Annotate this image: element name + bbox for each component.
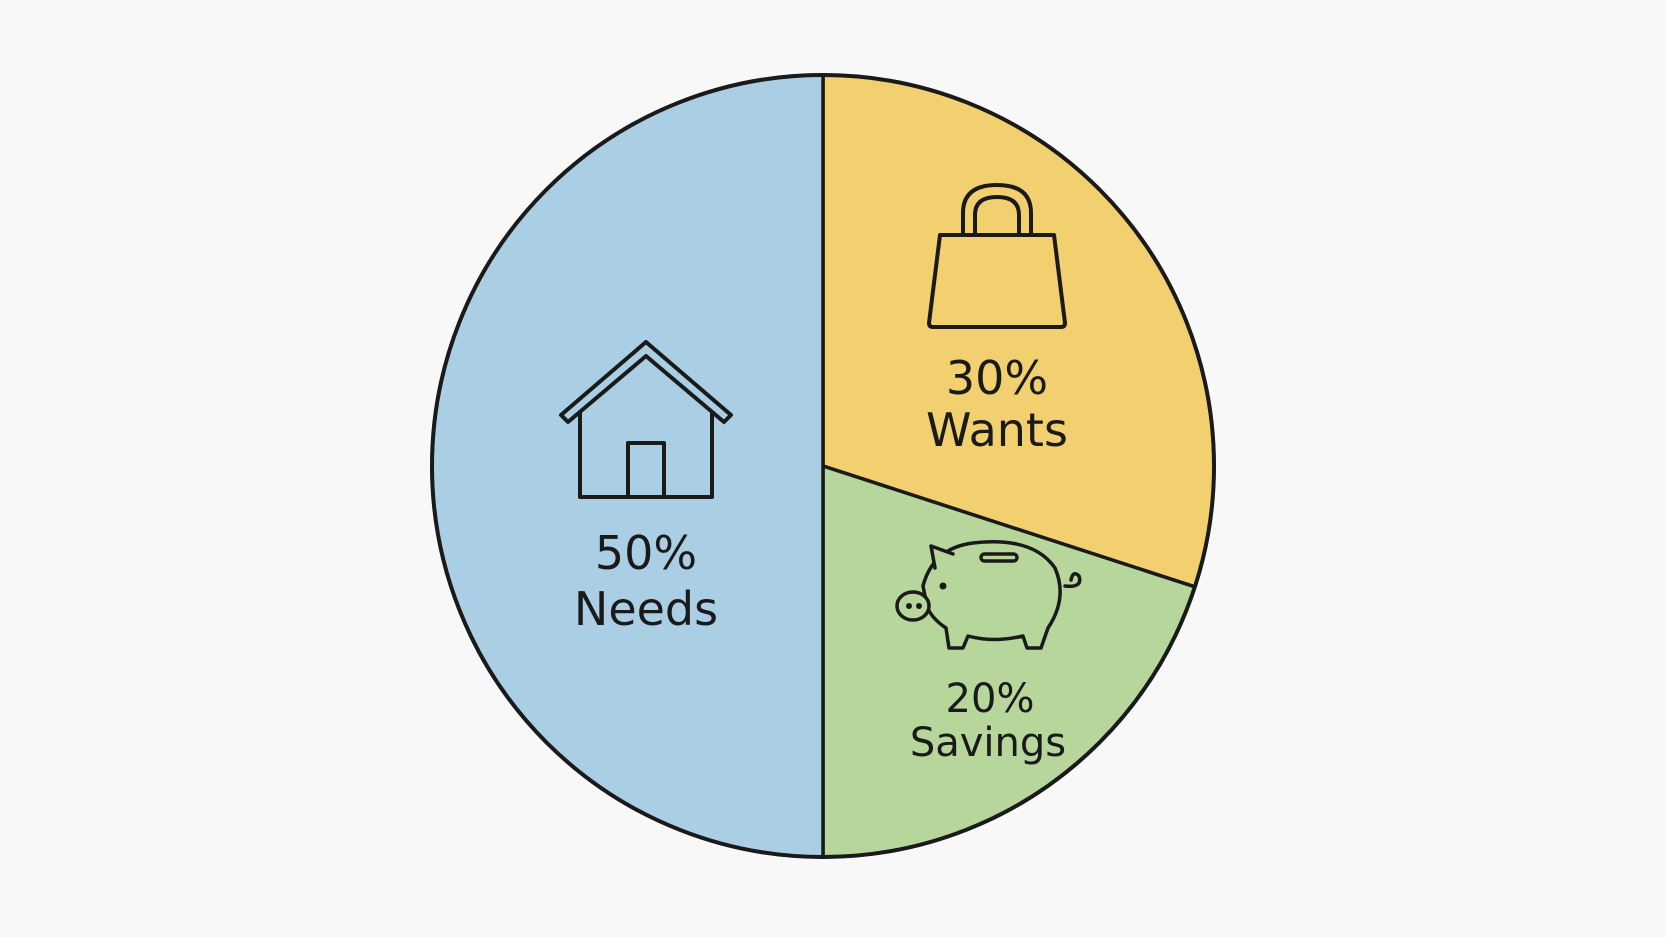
needs-label: Needs [574, 582, 718, 636]
needs-value-label: 50% [595, 526, 697, 580]
wants-value-label: 30% [946, 351, 1048, 405]
savings-value-label: 20% [946, 676, 1035, 722]
house-icon [559, 340, 733, 499]
piggy-bank-icon [895, 540, 1082, 650]
pie-outline [430, 73, 1216, 859]
savings-label: Savings [910, 720, 1066, 766]
pie-slices [430, 73, 1216, 859]
wants-label: Wants [926, 403, 1068, 457]
shopping-bag-icon [927, 183, 1067, 329]
